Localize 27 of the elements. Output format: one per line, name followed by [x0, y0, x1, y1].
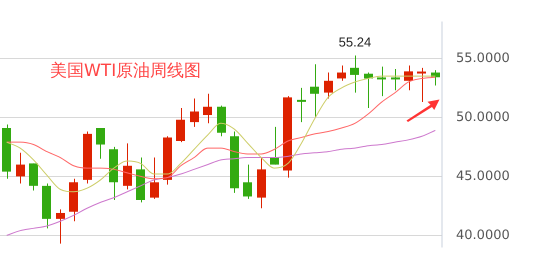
candlestick: [176, 107, 185, 143]
candlestick: [190, 98, 199, 128]
candlestick: [391, 68, 400, 91]
candlestick: [243, 164, 252, 200]
candlestick: [377, 66, 386, 97]
candlestick: [29, 162, 38, 192]
candlestick: [364, 72, 373, 108]
annotation: 55.24: [338, 34, 372, 50]
candlestick: [337, 64, 346, 82]
candlestick: [96, 128, 105, 160]
candlestick: [203, 93, 212, 124]
y-tick-label: 50.0000: [456, 110, 510, 125]
candlestick: [123, 142, 132, 190]
candlestick: [350, 55, 359, 94]
candlestick: [324, 72, 333, 100]
line-series: [6, 130, 436, 236]
candlestick: [150, 157, 159, 200]
candlestick: [270, 126, 279, 166]
y-tick-label: 45.0000: [456, 168, 510, 184]
candlestick: [417, 67, 426, 103]
y-tick-label: 55.0000: [456, 50, 510, 66]
text: 美国WTI原油周线图: [50, 60, 202, 82]
candlestick: [297, 87, 306, 123]
candlestick: [56, 208, 65, 244]
y-tick-label: 40.0000: [456, 228, 510, 243]
candlestick: [16, 152, 25, 184]
candlestick: [310, 64, 319, 118]
